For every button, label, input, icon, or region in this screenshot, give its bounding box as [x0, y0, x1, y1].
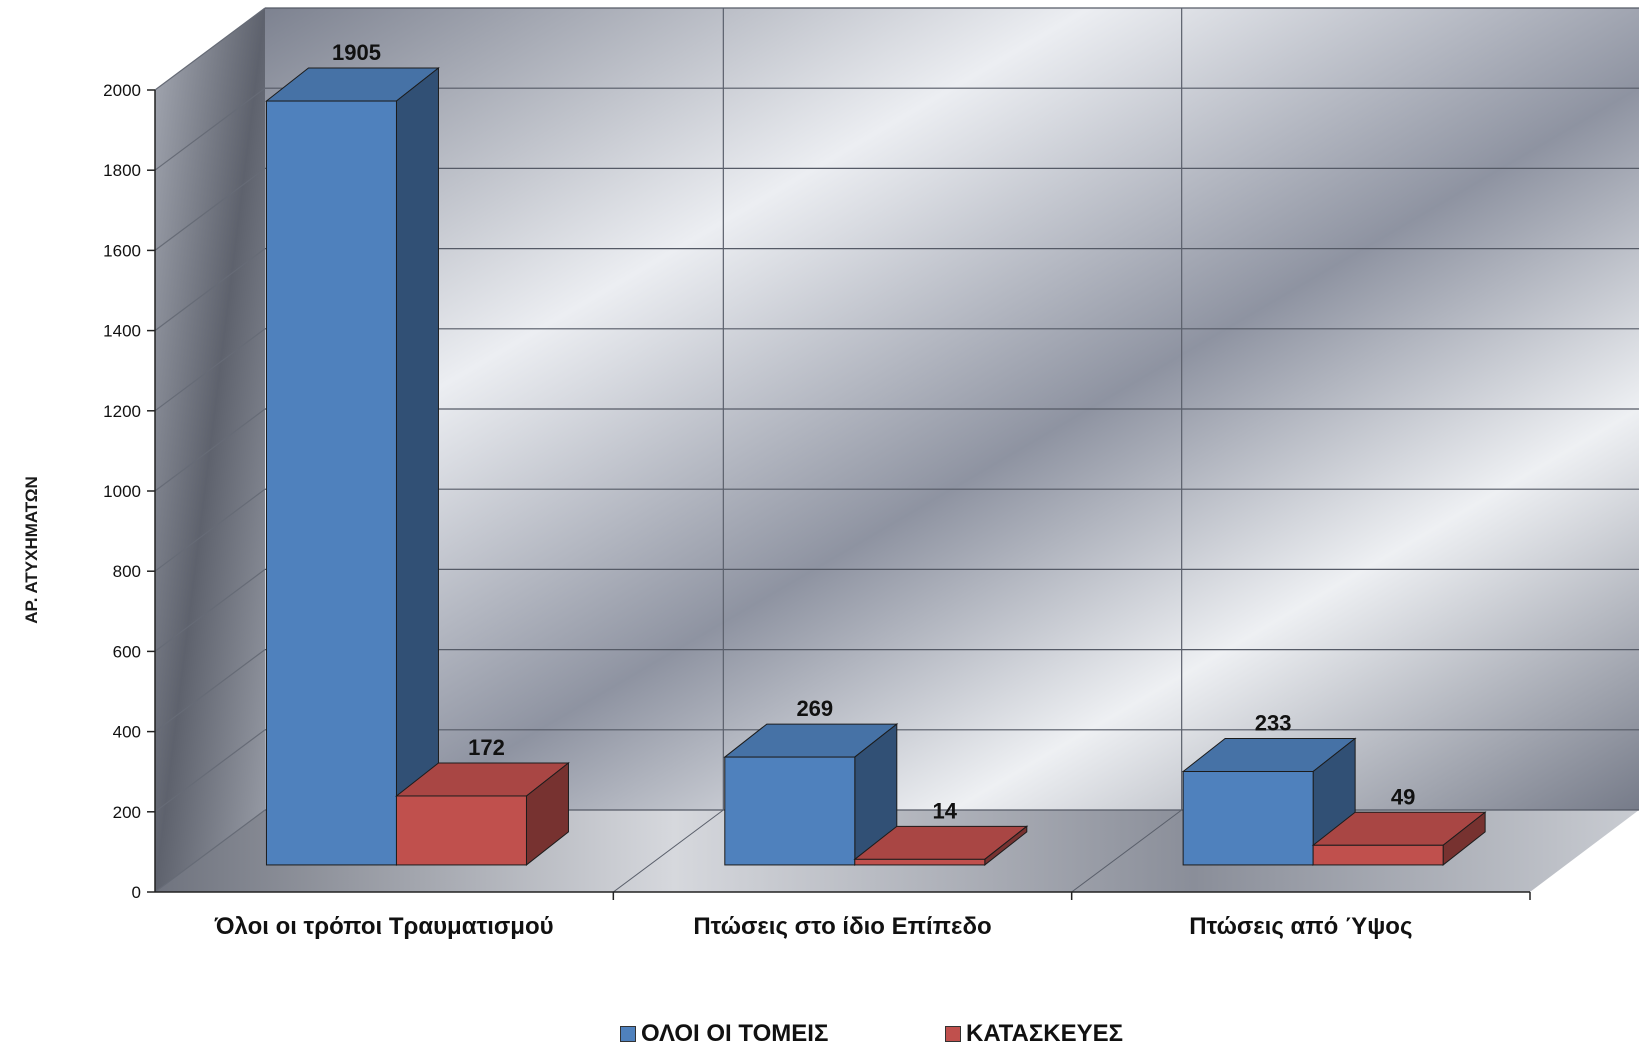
gridline-side: [154, 809, 266, 893]
gridline-side: [154, 87, 266, 171]
bar-construction: 14: [853, 798, 1029, 866]
bar-front: [854, 858, 986, 866]
y-tick-label: 600: [113, 642, 141, 661]
x-tick-label: Όλοι οι τρόποι Τραυματισμού: [214, 913, 554, 940]
gridline-side: [154, 649, 266, 733]
y-tick-label: 1400: [103, 322, 141, 341]
y-tick-label: 1000: [103, 482, 141, 501]
data-label: 269: [796, 696, 833, 721]
bar-front: [724, 756, 856, 866]
data-label: 49: [1391, 784, 1415, 809]
gridline-side: [154, 248, 266, 332]
x-axis-labels: Όλοι οι τρόποι Τραυματισμού Πτώσεις στο ί…: [214, 913, 1413, 940]
gridline-side: [154, 7, 266, 91]
y-tick-label: 200: [113, 803, 141, 822]
bar-construction: 49: [1311, 784, 1487, 866]
legend-item-all-sectors: ΟΛΟΙ ΟΙ ΤΟΜΕΙΣ: [620, 1020, 828, 1048]
bar-front: [1312, 844, 1444, 866]
y-tick-label: 2000: [103, 81, 141, 100]
bar-all-sectors: 1905: [265, 40, 440, 866]
legend-item-construction: ΚΑΤΑΣΚΕΥΕΣ: [945, 1020, 1123, 1048]
gridline-side: [154, 167, 266, 251]
legend-swatch-construction: [945, 1026, 961, 1042]
x-tick-label: Πτώσεις από Ύψος: [1189, 913, 1412, 940]
bar-front: [265, 100, 397, 866]
data-label: 14: [933, 798, 958, 823]
y-tick-label: 0: [132, 883, 141, 902]
data-label: 1905: [332, 40, 381, 65]
data-label: 233: [1255, 711, 1292, 736]
y-tick-label: 1800: [103, 161, 141, 180]
bar-front: [1182, 771, 1314, 866]
bar-side: [395, 67, 439, 866]
legend-label-all-sectors: ΟΛΟΙ ΟΙ ΤΟΜΕΙΣ: [641, 1020, 829, 1047]
bars: 1905 172 269 14 233 49: [265, 40, 1487, 866]
gridline-side: [154, 328, 266, 412]
y-tick-label: 400: [113, 723, 141, 742]
gridline-side: [154, 729, 266, 813]
gridlines: [154, 7, 1639, 893]
legend-label-construction: ΚΑΤΑΣΚΕΥΕΣ: [966, 1020, 1124, 1047]
bar-all-sectors: 233: [1181, 711, 1357, 866]
legend-swatch-all-sectors: [620, 1026, 636, 1042]
y-tick-label: 800: [113, 562, 141, 581]
bar-front: [395, 795, 527, 866]
gridline-side: [154, 568, 266, 652]
x-tick-label: Πτώσεις στο ίδιο Επίπεδο: [693, 913, 991, 940]
y-tick-label: 1600: [103, 241, 141, 260]
gridline-floor: [1071, 809, 1182, 893]
gridline-side: [154, 408, 266, 492]
legend: ΟΛΟΙ ΟΙ ΤΟΜΕΙΣ ΚΑΤΑΣΚΕΥΕΣ: [0, 1020, 1639, 1050]
data-label: 172: [468, 735, 505, 760]
y-axis-title-text: ΑΡ. ΑΤΥΧΗΜΑΤΩΝ: [22, 476, 41, 624]
bar-all-sectors: 269: [723, 696, 899, 866]
gridline-floor: [613, 809, 724, 893]
gridline-side: [154, 488, 266, 572]
y-tick-label: 1200: [103, 402, 141, 421]
y-axis: 0 200 400 600 800 1000 1200 1400 1600 1800 2000: [103, 81, 1531, 902]
bar-construction: 172: [395, 735, 570, 866]
